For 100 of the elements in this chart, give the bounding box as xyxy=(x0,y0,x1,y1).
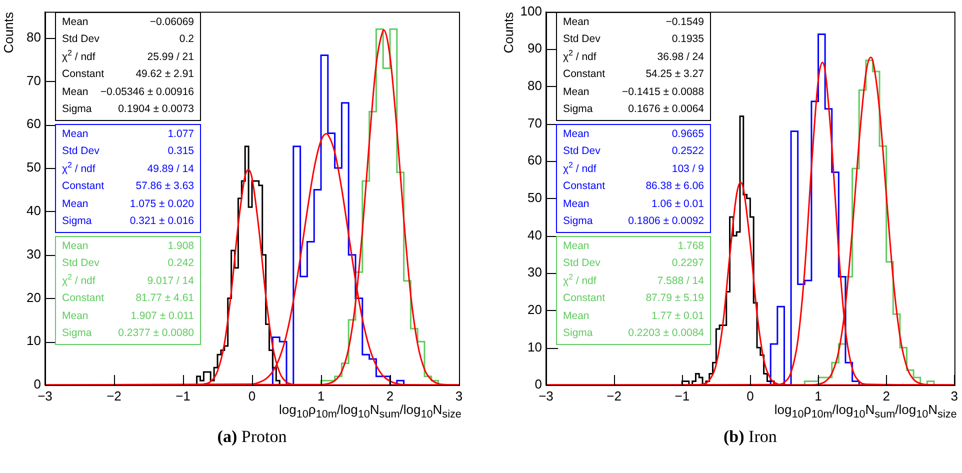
annotation: Mean xyxy=(62,238,88,254)
y-tick-label: 40 xyxy=(26,202,41,218)
y-tick-label: 20 xyxy=(528,302,542,317)
annotation: 49.89 / 14 xyxy=(147,162,194,177)
annotation: Std Dev xyxy=(62,32,100,48)
annotation: Sigma xyxy=(563,214,593,230)
x-tick-label: 2 xyxy=(882,388,890,404)
annotation: Mean xyxy=(563,196,590,212)
annotation: −0.1415 ± 0.0088 xyxy=(622,84,704,100)
text: log$_{10}$ρ$_{10m}$/log$_{10}$N$_{sum}$/log$_{10}$N$_{size}$ xyxy=(279,402,462,421)
annotation: Mean xyxy=(62,84,88,100)
annotation: 0.1676 ± 0.0064 xyxy=(628,102,704,118)
annotation: χ$^{2}$ / ndf xyxy=(62,272,96,289)
annotation: Sigma xyxy=(563,326,593,342)
annotation: Sigma xyxy=(62,326,92,342)
annotation: χ$^{2}$ / ndf xyxy=(563,272,596,289)
x-tick-label: −2 xyxy=(106,388,122,404)
annotation: −0.06069 xyxy=(150,14,194,30)
annotation: Std Dev xyxy=(563,32,600,48)
annotation: 1.075 ± 0.020 xyxy=(130,196,194,212)
annotation: 36.98 / 24 xyxy=(657,50,704,65)
annotation: Mean xyxy=(563,238,590,254)
y-tick-label: 70 xyxy=(528,115,542,130)
annotation: −0.05346 ± 0.00916 xyxy=(100,84,194,100)
annotation: Std Dev xyxy=(563,256,600,272)
y-tick-label: 10 xyxy=(26,333,41,348)
annotation: 86.38 ± 6.06 xyxy=(646,179,704,194)
y-tick-label: 30 xyxy=(528,264,542,280)
annotation: Constant xyxy=(62,179,104,194)
y-tick-label: 50 xyxy=(26,160,41,175)
annotation: 25.99 / 21 xyxy=(147,50,194,65)
x-tick-label: 0 xyxy=(248,388,256,404)
text: (b) Iron xyxy=(724,427,777,447)
text: (a) Proton xyxy=(217,427,287,447)
x-tick-label: 0 xyxy=(746,388,754,404)
annotation: 54.25 ± 3.27 xyxy=(646,67,704,82)
annotation: 1.77 ± 0.01 xyxy=(652,308,704,324)
annotation: 0.2203 ± 0.0084 xyxy=(628,326,704,342)
annotation: 0.9665 xyxy=(672,126,704,142)
annotation: Constant xyxy=(563,179,606,194)
annotation: Constant xyxy=(62,291,104,306)
annotation: Sigma xyxy=(62,214,92,230)
annotation: 1.768 xyxy=(678,238,704,254)
x-tick-label: 2 xyxy=(386,388,394,404)
x-tick-label: 3 xyxy=(455,388,463,404)
y-axis-title: Counts xyxy=(1,12,16,53)
annotation: 0.2377 ± 0.0080 xyxy=(118,326,194,342)
y-tick-label: 10 xyxy=(528,339,542,354)
x-tick-label: −2 xyxy=(606,388,622,404)
annotation: 0.315 xyxy=(168,144,194,160)
annotation: Sigma xyxy=(62,102,92,118)
annotation: 0.242 xyxy=(168,256,194,272)
annotation: 87.79 ± 5.19 xyxy=(646,291,704,306)
annotation: χ$^{2}$ / ndf xyxy=(62,160,96,177)
annotation: Std Dev xyxy=(62,256,100,272)
x-tick-label: −1 xyxy=(674,388,690,404)
annotation: 7.588 / 14 xyxy=(657,274,704,289)
annotation: Constant xyxy=(563,67,606,82)
y-tick-label: 30 xyxy=(26,246,41,262)
y-tick-label: 70 xyxy=(26,72,41,88)
annotation: χ$^{2}$ / ndf xyxy=(563,160,596,177)
annotation: Constant xyxy=(563,291,606,306)
annotation: Sigma xyxy=(563,102,593,118)
annotation: Mean xyxy=(62,308,88,324)
x-tick-label: 3 xyxy=(950,388,958,404)
annotation: Std Dev xyxy=(563,144,600,160)
x-tick-label: 1 xyxy=(814,388,822,404)
annotation: 0.1806 ± 0.0092 xyxy=(628,214,704,230)
y-tick-label: 60 xyxy=(528,152,542,168)
y-tick-label: 80 xyxy=(528,78,542,94)
y-axis-title: Counts xyxy=(501,12,516,53)
annotation: 9.017 / 14 xyxy=(147,274,194,289)
annotation: 0.2 xyxy=(179,32,194,48)
annotation: Mean xyxy=(563,308,590,324)
annotation: Mean xyxy=(62,14,88,30)
annotation: 0.2297 xyxy=(672,256,704,272)
y-tick-label: 20 xyxy=(26,290,41,305)
y-tick-label: 80 xyxy=(26,29,41,44)
annotation: 81.77 ± 4.61 xyxy=(136,291,194,306)
annotation: 0.2522 xyxy=(672,144,704,160)
annotation: 1.908 xyxy=(168,238,194,254)
x-tick-label: −1 xyxy=(176,388,190,404)
y-tick-label: 90 xyxy=(528,40,542,56)
annotation: Mean xyxy=(563,14,590,30)
annotation: χ$^{2}$ / ndf xyxy=(563,48,596,65)
annotation: 1.077 xyxy=(168,126,194,142)
annotation: χ$^{2}$ / ndf xyxy=(62,48,96,65)
annotation: 1.06 ± 0.01 xyxy=(652,196,704,212)
annotation: −0.1549 xyxy=(666,14,704,30)
annotation: Mean xyxy=(62,126,88,142)
annotation: 103 / 9 xyxy=(672,162,704,177)
x-tick-label: 1 xyxy=(317,388,325,404)
annotation: 0.1904 ± 0.0073 xyxy=(118,102,194,118)
annotation: 49.62 ± 2.91 xyxy=(136,67,194,82)
y-tick-label: 60 xyxy=(26,116,41,132)
annotation: Mean xyxy=(62,196,88,212)
y-tick-label: 50 xyxy=(528,190,542,205)
annotation: 0.321 ± 0.016 xyxy=(130,214,194,230)
annotation: Std Dev xyxy=(62,144,100,160)
text: log$_{10}$ρ$_{10m}$/log$_{10}$N$_{sum}$/log$_{10}$N$_{size}$ xyxy=(774,402,957,421)
